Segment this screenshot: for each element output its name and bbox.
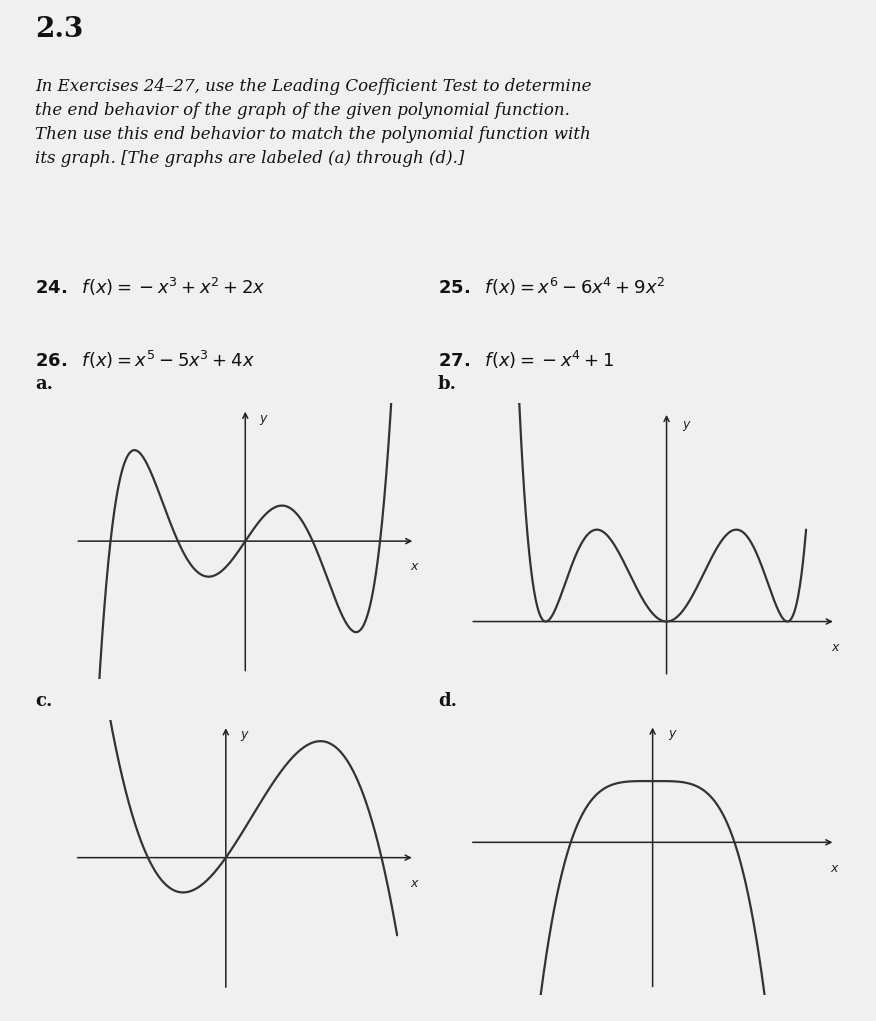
Text: $x$: $x$ [830,641,841,653]
Text: b.: b. [438,375,457,393]
Text: $\mathbf{27.}$  $f(x) = -x^4 + 1$: $\mathbf{27.}$ $f(x) = -x^4 + 1$ [438,349,614,372]
Text: $y$: $y$ [240,729,250,743]
Text: 2.3: 2.3 [35,15,83,43]
Text: $\mathbf{25.}$  $f(x) = x^6 - 6x^4 + 9x^2$: $\mathbf{25.}$ $f(x) = x^6 - 6x^4 + 9x^2… [438,276,665,297]
Text: d.: d. [438,691,457,710]
Text: $y$: $y$ [682,419,691,433]
Text: $x$: $x$ [830,862,840,875]
Text: $x$: $x$ [410,877,420,890]
Text: c.: c. [35,691,53,710]
Text: $\mathbf{24.}$  $f(x) = -x^3 + x^2 + 2x$: $\mathbf{24.}$ $f(x) = -x^3 + x^2 + 2x$ [35,276,265,297]
Text: $y$: $y$ [668,728,677,742]
Text: $y$: $y$ [259,412,269,427]
Text: a.: a. [35,375,53,393]
Text: $\mathbf{26.}$  $f(x) = x^5 - 5x^3 + 4x$: $\mathbf{26.}$ $f(x) = x^5 - 5x^3 + 4x$ [35,349,255,372]
Text: $x$: $x$ [410,561,420,574]
Text: In Exercises 24–27, use the Leading Coefficient Test to determine
the end behavi: In Exercises 24–27, use the Leading Coef… [35,78,591,167]
